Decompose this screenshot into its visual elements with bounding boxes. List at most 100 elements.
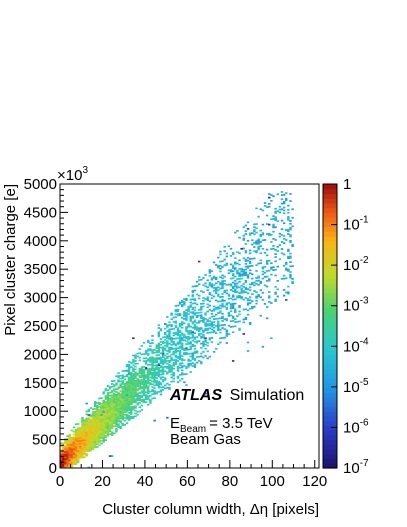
heatmap-cell [87, 410, 91, 413]
heatmap-cell [176, 377, 180, 379]
heatmap-cell [155, 377, 158, 379]
heatmap-cell [210, 297, 214, 300]
heatmap-cell [155, 372, 158, 375]
heatmap-cell [272, 215, 275, 217]
heatmap-cell [178, 379, 182, 382]
heatmap-cell [149, 342, 152, 345]
heatmap-cell [66, 466, 69, 469]
heatmap-cell [136, 383, 139, 386]
heatmap-cell [221, 281, 224, 284]
heatmap-cell [183, 352, 186, 354]
x-axis-title: Cluster column width, Δη [pixels] [102, 501, 319, 518]
heatmap-cell [62, 466, 65, 469]
heatmap-cell [102, 435, 105, 438]
heatmap-cell [274, 293, 277, 295]
heatmap-cell [127, 389, 131, 392]
heatmap-cell [276, 295, 279, 298]
heatmap-cell [268, 278, 271, 281]
heatmap-cell [291, 243, 294, 246]
heatmap-cell [285, 299, 288, 301]
simulation-word: Simulation [230, 387, 305, 404]
heatmap-cell [151, 339, 154, 342]
heatmap-cell [79, 444, 82, 446]
heatmap-cell [168, 337, 171, 339]
heatmap-cell [178, 324, 182, 327]
heatmap-cell [289, 265, 292, 268]
heatmap-cell [104, 412, 107, 415]
heatmap-cell [153, 371, 156, 374]
heatmap-cell [221, 284, 224, 287]
heatmap-cell [91, 432, 95, 435]
heatmap-cell [151, 389, 154, 391]
colorbar-segment [323, 335, 337, 341]
heatmap-cell [200, 278, 203, 281]
heatmap-cell [136, 382, 139, 385]
heatmap-cell [121, 400, 124, 402]
heatmap-cell [72, 436, 76, 439]
heatmap-cell [127, 360, 131, 363]
heatmap-cell [253, 290, 256, 292]
heatmap-cell [242, 239, 245, 241]
heatmap-cell [76, 444, 80, 447]
heatmap-cell [212, 275, 216, 278]
heatmap-cell [89, 437, 93, 439]
heatmap-cell [153, 351, 156, 354]
heatmap-cell [68, 453, 71, 456]
heatmap-cell [234, 267, 237, 269]
heatmap-cell [187, 333, 190, 335]
heatmap-cell [68, 442, 71, 445]
heatmap-cell [113, 425, 116, 428]
colorbar-tick-label: 10-3 [343, 296, 369, 315]
heatmap-cell [285, 263, 288, 265]
heatmap-cell [202, 329, 205, 332]
heatmap-cell [72, 440, 76, 443]
heatmap-cell [127, 365, 131, 367]
heatmap-cell [157, 381, 161, 383]
heatmap-cell [74, 444, 78, 447]
heatmap-cell [289, 255, 292, 258]
heatmap-cell [191, 311, 195, 313]
heatmap-cell [227, 314, 231, 317]
heatmap-cell [159, 346, 163, 349]
heatmap-cell [185, 351, 188, 354]
heatmap-cell [93, 433, 97, 436]
heatmap-cell [138, 370, 141, 373]
heatmap-cell [138, 397, 141, 400]
heatmap-cell [140, 345, 144, 347]
heatmap-cell [81, 446, 84, 449]
heatmap-cell [195, 356, 199, 358]
heatmap-cell [83, 446, 86, 449]
heatmap-cell [89, 414, 93, 417]
heatmap-cell [174, 337, 178, 340]
heatmap-cell [206, 323, 209, 326]
heatmap-cell [223, 264, 226, 267]
heatmap-cell [181, 321, 184, 323]
heatmap-cell [100, 414, 103, 416]
heatmap-cell [66, 442, 69, 445]
heatmap-cell [185, 336, 188, 338]
heatmap-cell [119, 396, 122, 398]
heatmap-cell [132, 395, 135, 398]
heatmap-cell [176, 360, 180, 362]
heatmap-cell [178, 339, 182, 342]
heatmap-cell [242, 291, 245, 294]
heatmap-cell [280, 248, 284, 250]
colorbar-tick-label: 10-6 [343, 417, 369, 436]
heatmap-cell [246, 292, 250, 295]
heatmap-cell [113, 392, 116, 395]
heatmap-cell [210, 322, 214, 325]
heatmap-cell [193, 345, 197, 347]
heatmap-cell [221, 327, 224, 329]
heatmap-cell [136, 399, 139, 402]
heatmap-cell [76, 451, 80, 454]
heatmap-cell [200, 355, 203, 358]
heatmap-cell [100, 432, 103, 435]
heatmap-cell [138, 380, 141, 383]
heatmap-cell [102, 439, 105, 442]
heatmap-cell [70, 452, 74, 455]
heatmap-cell [246, 288, 250, 290]
heatmap-cell [210, 312, 214, 315]
heatmap-cell [193, 336, 197, 339]
heatmap-cell [164, 349, 167, 351]
heatmap-cell [106, 406, 110, 409]
